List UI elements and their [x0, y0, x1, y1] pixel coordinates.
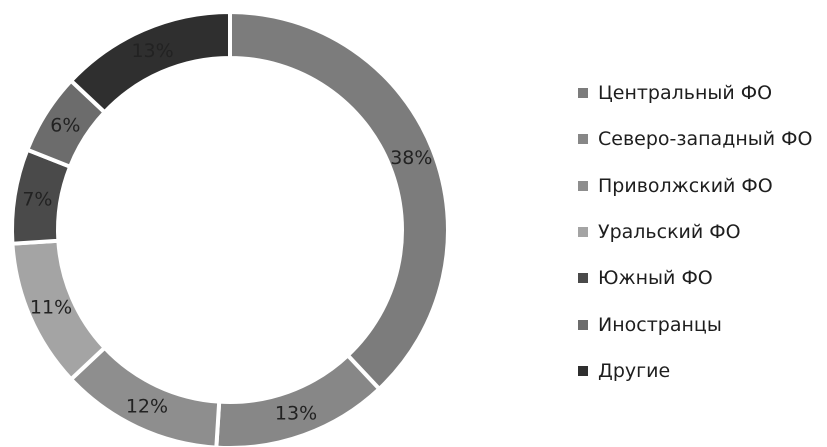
legend-item-1: Центральный ФО [578, 70, 812, 116]
legend-label-5: Южный ФО [598, 267, 713, 290]
legend-item-5: Южный ФО [578, 255, 812, 301]
legend: Центральный ФО Северо-западный ФО Приволжс… [578, 70, 812, 394]
legend-swatch-3 [578, 180, 588, 191]
legend-label-1: Центральный ФО [598, 82, 773, 105]
slice-label-5: 7% [22, 188, 52, 210]
legend-label-2: Северо-западный ФО [598, 128, 813, 151]
legend-item-6: Иностранцы [578, 301, 812, 347]
slice-label-4: 11% [30, 296, 72, 318]
legend-item-3: Приволжский ФО [578, 163, 812, 209]
legend-label-3: Приволжский ФО [598, 174, 773, 197]
legend-swatch-4 [578, 227, 588, 238]
legend-item-2: Северо-западный ФО [578, 116, 812, 162]
donut-chart: 38% 13% 12% 11% 7% 6% 13% [12, 9, 450, 447]
legend-swatch-1 [578, 88, 588, 99]
legend-swatch-7 [578, 365, 588, 376]
donut-slice-7 [68, 9, 232, 116]
donut-slice-1 [228, 9, 450, 392]
donut-slice-2 [214, 352, 383, 447]
legend-item-7: Другие [578, 348, 812, 394]
legend-swatch-2 [578, 134, 588, 145]
legend-label-7: Другие [598, 359, 671, 382]
slice-label-3: 12% [126, 395, 168, 417]
slice-label-7: 13% [131, 40, 173, 62]
legend-label-6: Иностранцы [598, 313, 722, 336]
legend-label-4: Уральский ФО [598, 221, 741, 244]
legend-swatch-6 [578, 319, 588, 330]
legend-swatch-5 [578, 273, 588, 284]
legend-item-4: Уральский ФО [578, 209, 812, 255]
slice-label-1: 38% [390, 147, 432, 169]
slice-label-2: 13% [275, 402, 317, 424]
slice-label-6: 6% [50, 115, 80, 137]
